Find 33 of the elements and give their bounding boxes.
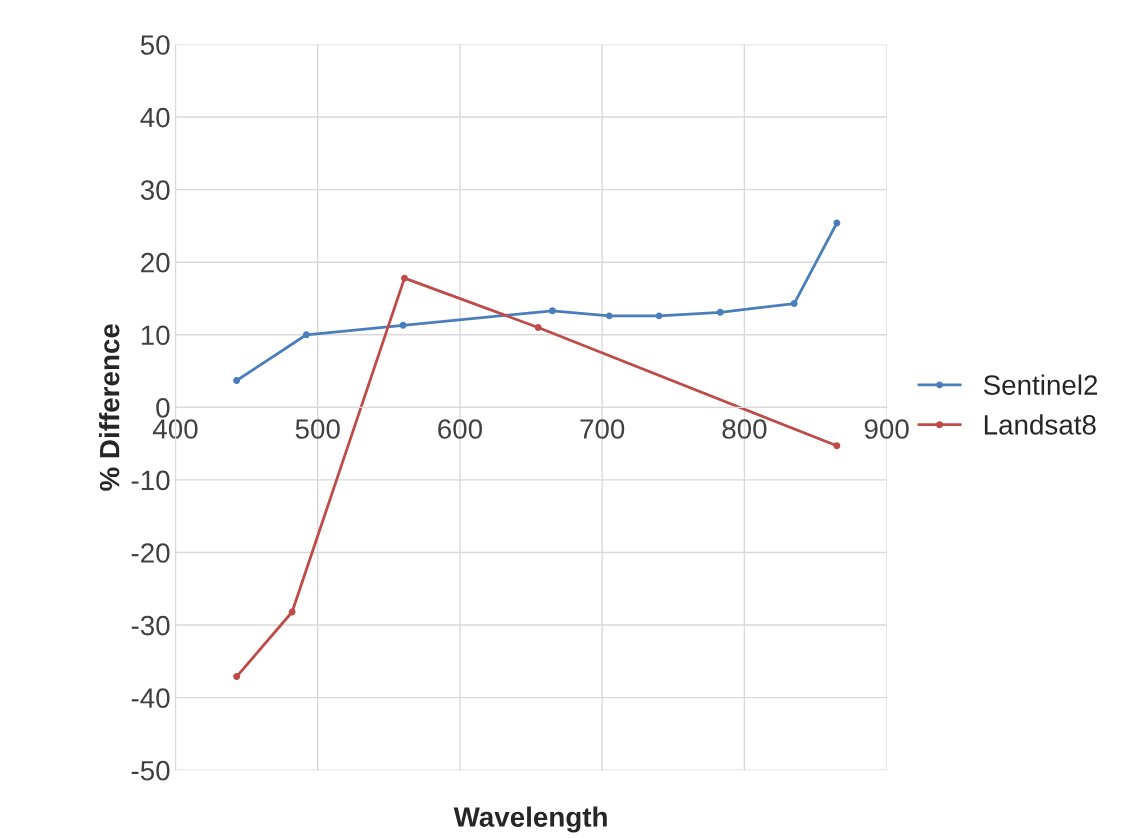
point [399,321,407,329]
y-tick-label: 30 [140,180,170,200]
y-tick-label: 40 [140,107,170,128]
x-tick-label: 600 [438,419,483,439]
x-tick-label: 400 [152,419,198,439]
x-axis-title: Wavelength [453,806,607,833]
point [790,300,798,308]
y-tick-label: -10 [131,470,170,491]
y-tick-label: 0 [156,398,170,418]
legend-label: Landsat8 [984,414,1096,435]
x-tick-label: 500 [295,419,340,439]
y-tick-label: 20 [141,252,170,273]
legend-label: Sentinel2 [983,374,1098,395]
y-tick-label: 50 [140,35,170,55]
point [833,219,841,227]
y-tick-label: -50 [131,760,170,781]
point [233,673,241,681]
x-tick-label: 700 [580,419,625,439]
y-tick-label: -20 [131,543,170,563]
y-axis-title: % Difference [99,324,120,491]
y-tick-label: -40 [131,688,170,708]
y-tick-label: 10 [141,325,170,346]
point [716,308,724,316]
point [233,377,241,384]
point [534,324,542,331]
x-tick-label: 800 [722,419,767,439]
x-tick-label: 900 [864,419,909,439]
point [548,307,556,315]
point [302,331,310,339]
point [401,274,408,282]
y-tick-label: -30 [131,615,170,636]
point [833,442,841,450]
point [605,312,613,320]
